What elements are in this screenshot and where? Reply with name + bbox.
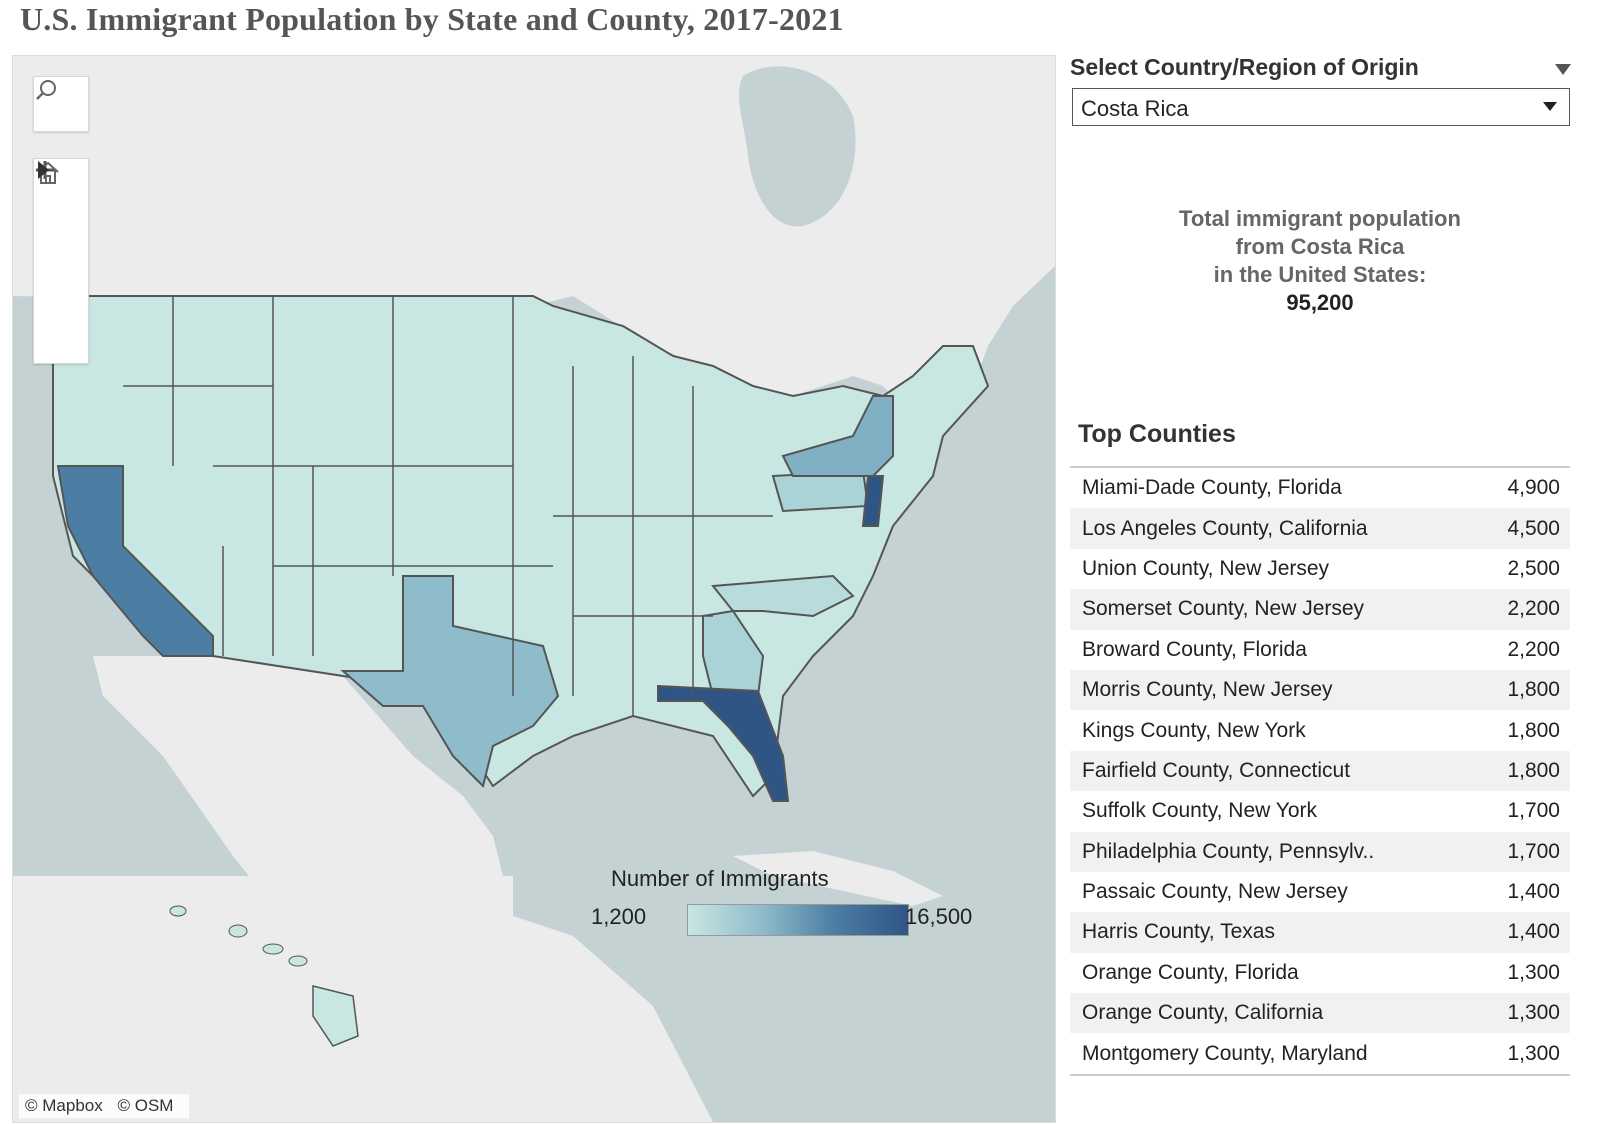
county-name: Morris County, New Jersey [1082, 678, 1333, 702]
country-select-value: Costa Rica [1081, 96, 1189, 121]
search-icon[interactable] [34, 77, 88, 131]
legend-title: Number of Immigrants [611, 866, 829, 891]
map-search-button[interactable] [33, 76, 89, 132]
chevron-down-icon[interactable] [1543, 102, 1557, 111]
total-line-2: from Costa Rica [1235, 234, 1405, 259]
table-row[interactable]: Los Angeles County, California 4,500 [1070, 508, 1570, 549]
county-name: Fairfield County, Connecticut [1082, 758, 1351, 782]
county-value: 1,300 [1507, 960, 1560, 984]
hawaii-islands [312, 985, 359, 1047]
table-row[interactable]: Philadelphia County, Pennsylv.. 1,700 [1070, 831, 1570, 872]
county-name: Orange County, California [1082, 1001, 1324, 1025]
county-value: 1,800 [1507, 718, 1560, 742]
table-row[interactable]: Miami-Dade County, Florida 4,900 [1070, 468, 1570, 508]
county-name: Harris County, Texas [1082, 920, 1275, 944]
county-value: 4,500 [1507, 516, 1560, 540]
map[interactable]: Number of Immigrants 1,200 16,500 © Mapb… [12, 55, 1056, 1123]
county-value: 4,900 [1507, 476, 1560, 500]
expand-arrow-icon[interactable] [34, 161, 88, 335]
map-attribution[interactable]: © Mapbox © OSM [19, 1094, 190, 1118]
state-borders [123, 296, 773, 716]
legend-min: 1,200 [591, 904, 647, 929]
legend-max: 16,500 [905, 904, 973, 929]
table-row[interactable]: Harris County, Texas 1,400 [1070, 912, 1570, 953]
county-name: Kings County, New York [1082, 718, 1306, 742]
table-row[interactable]: Broward County, Florida 2,200 [1070, 630, 1570, 670]
top-counties-table: Miami-Dade County, Florida 4,900 Los Angel… [1070, 466, 1570, 1076]
state-california[interactable] [56, 465, 214, 657]
table-row[interactable]: Orange County, California 1,300 [1070, 993, 1570, 1034]
county-name: Union County, New Jersey [1082, 556, 1330, 580]
cuba [733, 851, 943, 906]
map-canvas[interactable] [13, 56, 1055, 1122]
mapbox-attribution[interactable]: © Mapbox [25, 1096, 103, 1115]
county-value: 1,400 [1507, 880, 1560, 904]
county-name: Los Angeles County, California [1082, 516, 1368, 540]
table-row[interactable]: Passaic County, New Jersey 1,400 [1070, 872, 1570, 912]
county-name: Philadelphia County, Pennsylv.. [1082, 839, 1375, 863]
filter-menu-caret-icon[interactable] [1555, 64, 1571, 75]
county-name: Orange County, Florida [1082, 960, 1299, 984]
county-name: Broward County, Florida [1082, 637, 1307, 661]
county-name: Miami-Dade County, Florida [1082, 476, 1342, 500]
total-line-1: Total immigrant population [1179, 206, 1461, 231]
state-new-jersey[interactable] [861, 475, 885, 527]
county-name: Suffolk County, New York [1082, 799, 1318, 823]
state-florida[interactable] [657, 684, 790, 802]
county-value: 1,700 [1507, 799, 1560, 823]
state-new-york[interactable] [781, 395, 894, 477]
county-value: 1,700 [1507, 839, 1560, 863]
zoom-out-icon[interactable] [34, 168, 88, 247]
total-value: 95,200 [1286, 290, 1354, 315]
state-texas[interactable] [340, 575, 560, 788]
county-value: 2,500 [1507, 556, 1560, 580]
table-row[interactable]: Montgomery County, Maryland 1,300 [1070, 1033, 1570, 1073]
county-name: Passaic County, New Jersey [1082, 880, 1348, 904]
total-line-3: in the United States: [1213, 262, 1427, 287]
county-value: 1,800 [1507, 678, 1560, 702]
osm-attribution[interactable]: © OSM [117, 1096, 174, 1115]
map-controls [33, 158, 89, 364]
home-icon[interactable] [34, 161, 88, 291]
hawaii-inset [13, 876, 513, 1122]
table-row[interactable]: Somerset County, New Jersey 2,200 [1070, 589, 1570, 630]
filter-label: Select Country/Region of Origin [1070, 54, 1419, 80]
table-row[interactable]: Fairfield County, Connecticut 1,800 [1070, 750, 1570, 792]
county-name: Montgomery County, Maryland [1082, 1041, 1368, 1065]
county-value: 1,300 [1507, 1041, 1560, 1065]
total-summary: Total immigrant population from Costa Ri… [1070, 205, 1570, 317]
legend-gradient [687, 904, 909, 936]
state-north-carolina[interactable] [711, 574, 855, 618]
county-name: Somerset County, New Jersey [1082, 597, 1365, 621]
county-value: 1,400 [1507, 920, 1560, 944]
table-row[interactable]: Suffolk County, New York 1,700 [1070, 791, 1570, 831]
county-value: 2,200 [1507, 597, 1560, 621]
county-value: 1,300 [1507, 1001, 1560, 1025]
top-counties-title: Top Counties [1078, 420, 1236, 448]
table-row[interactable]: Orange County, Florida 1,300 [1070, 953, 1570, 993]
table-row[interactable]: Morris County, New Jersey 1,800 [1070, 669, 1570, 711]
county-value: 1,800 [1507, 758, 1560, 782]
hudson-bay [739, 66, 856, 227]
country-select[interactable]: Costa Rica [1072, 88, 1570, 126]
page-title: U.S. Immigrant Population by State and C… [20, 1, 844, 37]
table-row[interactable]: Kings County, New York 1,800 [1070, 710, 1570, 750]
table-row[interactable]: Union County, New Jersey 2,500 [1070, 549, 1570, 589]
county-value: 2,200 [1507, 637, 1560, 661]
